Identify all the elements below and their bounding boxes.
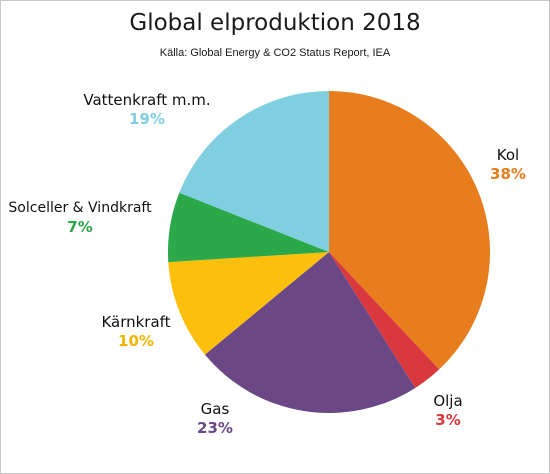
pie-slice-kol bbox=[329, 91, 490, 370]
label-olja: Olja 3% bbox=[413, 392, 483, 430]
pie-slice-solceller-vindkraft bbox=[168, 192, 329, 263]
label-vattenkraft-name: Vattenkraft m.m. bbox=[83, 91, 211, 109]
label-gas: Gas 23% bbox=[175, 400, 255, 438]
pie-slice-gas bbox=[204, 252, 416, 414]
pie-slice-karnkraft bbox=[168, 252, 329, 355]
label-solceller-vindkraft-percent: 7% bbox=[67, 218, 93, 236]
label-vattenkraft: Vattenkraft m.m. 19% bbox=[72, 91, 222, 129]
chart-title: Global elproduktion 2018 bbox=[129, 10, 421, 36]
label-solceller-vindkraft-name: Solceller & Vindkraft bbox=[8, 200, 152, 216]
chart-subtitle: Källa: Global Energy & CO2 Status Report… bbox=[159, 47, 391, 59]
label-kol-name: Kol bbox=[496, 146, 520, 164]
label-solceller-vindkraft: Solceller & Vindkraft 7% bbox=[0, 199, 160, 237]
label-vattenkraft-percent: 19% bbox=[129, 110, 165, 128]
label-olja-name: Olja bbox=[433, 392, 463, 410]
pie-slice-olja bbox=[329, 252, 440, 388]
label-olja-percent: 3% bbox=[435, 411, 461, 429]
label-gas-name: Gas bbox=[200, 400, 230, 418]
label-kol: Kol 38% bbox=[468, 146, 548, 184]
pie-slice-vattenkraft-m-m bbox=[179, 91, 329, 252]
label-gas-percent: 23% bbox=[197, 419, 233, 437]
label-karnkraft: Kärnkraft 10% bbox=[76, 313, 196, 351]
label-karnkraft-percent: 10% bbox=[118, 332, 154, 350]
label-kol-percent: 38% bbox=[490, 165, 526, 183]
label-karnkraft-name: Kärnkraft bbox=[101, 313, 171, 331]
